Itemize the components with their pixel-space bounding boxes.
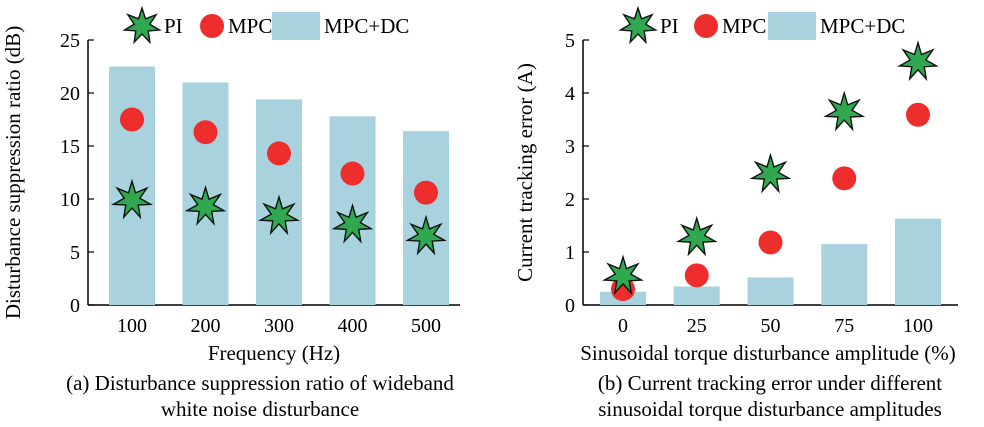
x-tick-label: 100 (117, 315, 147, 337)
marker-mpc (906, 102, 930, 127)
bar-mpc-dc (673, 286, 720, 305)
marker-pi (675, 215, 718, 257)
marker-pi (184, 184, 227, 226)
y-tick-label: 25 (60, 30, 80, 52)
marker-mpc (120, 107, 144, 132)
y-tick-label: 10 (60, 189, 80, 211)
x-tick-label: 400 (338, 315, 368, 337)
marker-pi (823, 90, 866, 132)
y-tick-label: 5 (565, 30, 575, 52)
y-axis-label: Disturbance suppression ratio (dB) (1, 26, 25, 319)
legend-mpc-dc-icon (272, 12, 320, 40)
x-tick-label: 300 (264, 315, 294, 337)
marker-mpc (267, 141, 291, 166)
bar-mpc-dc (747, 277, 794, 305)
marker-mpc (758, 230, 783, 255)
legend: PI MPC MPC+DC (618, 5, 905, 45)
marker-pi (331, 202, 374, 244)
x-axis-label: Sinusoidal torque disturbance amplitude … (580, 341, 956, 365)
bar-mpc-dc (821, 244, 868, 305)
marker-mpc (193, 120, 218, 145)
legend-label: MPC (228, 14, 272, 38)
legend: PI MPC MPC+DC (122, 5, 409, 45)
legend-label: PI (164, 14, 183, 38)
marker-mpc (684, 263, 709, 288)
y-tick-label: 0 (565, 295, 575, 317)
caption-line: (a) Disturbance suppression ratio of wid… (66, 371, 454, 395)
legend-pi-icon (122, 5, 162, 45)
legend-label: MPC+DC (820, 14, 905, 38)
y-tick-label: 0 (70, 295, 80, 317)
legend-mpc-dc-icon (768, 12, 816, 40)
marker-pi (897, 40, 939, 82)
marker-pi (602, 254, 644, 296)
bar-mpc-dc (895, 218, 941, 305)
caption-line: sinusoidal torque disturbance amplitudes (598, 397, 942, 421)
y-tick-label: 4 (565, 83, 575, 105)
marker-pi (405, 214, 447, 256)
caption-line: white noise disturbance (161, 397, 359, 421)
marker-pi (258, 194, 300, 236)
y-tick-label: 2 (565, 189, 575, 211)
x-tick-label: 500 (411, 315, 441, 337)
legend-pi-icon (618, 5, 658, 45)
marker-mpc (340, 161, 365, 186)
marker-pi (111, 178, 153, 220)
chart-panel-1: 0 5 10 15 20 25 100 200 300 400 500 PI MPC MPC+DC Dist… (1, 5, 460, 421)
x-tick-label: 50 (761, 315, 781, 337)
legend-mpc-icon (694, 14, 718, 38)
legend-label: MPC+DC (324, 14, 409, 38)
y-tick-label: 5 (70, 242, 80, 264)
y-tick-label: 15 (60, 136, 80, 158)
marker-pi (749, 152, 792, 194)
y-axis-label: Current tracking error (A) (513, 63, 537, 282)
marker-mpc (832, 166, 857, 191)
legend-mpc-icon (200, 14, 224, 38)
legend-label: PI (660, 14, 679, 38)
x-tick-label: 200 (191, 315, 221, 337)
y-tick-label: 20 (60, 83, 80, 105)
y-tick-label: 3 (565, 136, 575, 158)
x-tick-label: 100 (903, 315, 933, 337)
x-axis-label: Frequency (Hz) (208, 341, 340, 365)
y-tick-label: 1 (565, 242, 575, 264)
x-tick-label: 75 (834, 315, 854, 337)
x-tick-label: 0 (618, 315, 628, 337)
legend-label: MPC (722, 14, 766, 38)
marker-mpc (414, 180, 438, 205)
caption-line: (b) Current tracking error under differe… (598, 371, 942, 395)
x-tick-label: 25 (687, 315, 707, 337)
